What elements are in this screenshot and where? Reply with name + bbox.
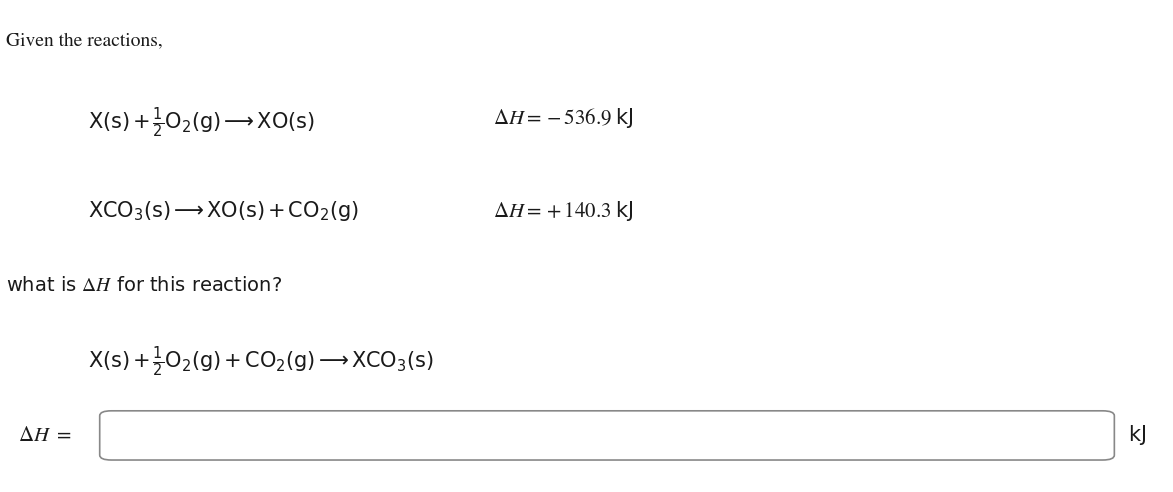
Text: Given the reactions,: Given the reactions, <box>6 32 163 49</box>
Text: $\mathregular{kJ}$: $\mathregular{kJ}$ <box>1128 424 1146 447</box>
Text: $\Delta\mathit{H}\ =$: $\Delta\mathit{H}\ =$ <box>18 426 72 445</box>
Text: $\mathregular{XCO_3(s) \longrightarrow XO(s) + CO_2(g)}$: $\mathregular{XCO_3(s) \longrightarrow X… <box>88 199 359 223</box>
Text: $\Delta\mathit{H} = +140.3\ \mathregular{kJ}$: $\Delta\mathit{H} = +140.3\ \mathregular… <box>493 199 633 223</box>
Text: $\mathregular{X(s) + \frac{1}{2}O_2(g) + CO_2(g) \longrightarrow XCO_3(s)}$: $\mathregular{X(s) + \frac{1}{2}O_2(g) +… <box>88 344 434 379</box>
Text: $\Delta\mathit{H} = -536.9\ \mathregular{kJ}$: $\Delta\mathit{H} = -536.9\ \mathregular… <box>493 106 633 130</box>
Text: what is $\Delta\mathit{H}$ for this reaction?: what is $\Delta\mathit{H}$ for this reac… <box>6 276 282 295</box>
Text: $\mathregular{X(s) + \frac{1}{2}O_2(g) \longrightarrow XO(s)}$: $\mathregular{X(s) + \frac{1}{2}O_2(g) \… <box>88 106 316 140</box>
